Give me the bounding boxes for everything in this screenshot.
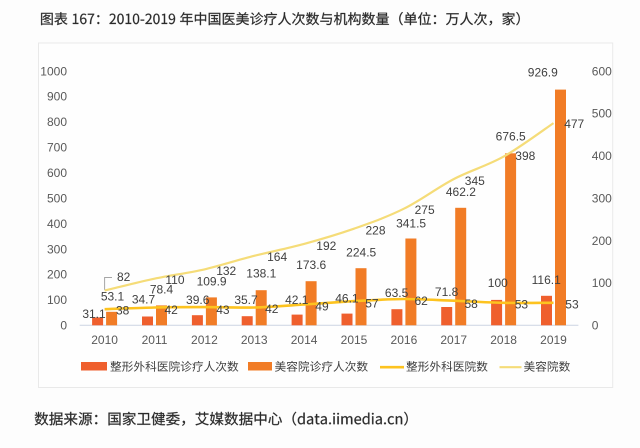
svg-text:462.2: 462.2 <box>446 185 476 199</box>
svg-text:53: 53 <box>565 298 579 312</box>
svg-text:31.1: 31.1 <box>82 307 106 321</box>
svg-text:800: 800 <box>47 115 67 129</box>
svg-text:477: 477 <box>564 117 584 131</box>
svg-text:53.1: 53.1 <box>101 289 125 303</box>
svg-text:500: 500 <box>592 107 612 121</box>
svg-text:109.9: 109.9 <box>197 275 227 289</box>
svg-text:173.6: 173.6 <box>296 258 326 272</box>
svg-text:2016: 2016 <box>391 333 418 347</box>
svg-text:2017: 2017 <box>440 333 467 347</box>
svg-text:132: 132 <box>216 264 236 278</box>
svg-text:200: 200 <box>592 234 612 248</box>
svg-text:2010: 2010 <box>91 333 118 347</box>
svg-text:38: 38 <box>116 303 130 317</box>
svg-text:100: 100 <box>592 276 612 290</box>
svg-text:926.9: 926.9 <box>528 66 558 80</box>
svg-text:300: 300 <box>592 192 612 206</box>
svg-text:400: 400 <box>47 217 67 231</box>
svg-text:224.5: 224.5 <box>346 246 376 260</box>
svg-text:0: 0 <box>60 319 67 333</box>
svg-text:2012: 2012 <box>191 333 218 347</box>
svg-text:42: 42 <box>265 302 279 316</box>
svg-text:600: 600 <box>592 64 612 78</box>
svg-text:116.1: 116.1 <box>532 273 561 287</box>
svg-text:42.1: 42.1 <box>285 293 309 307</box>
svg-text:57: 57 <box>365 296 379 310</box>
svg-text:78.4: 78.4 <box>150 282 174 296</box>
svg-text:43: 43 <box>216 303 230 317</box>
svg-text:100: 100 <box>47 293 67 307</box>
svg-text:35.7: 35.7 <box>234 293 258 307</box>
svg-text:600: 600 <box>47 166 67 180</box>
svg-text:0: 0 <box>592 319 599 333</box>
svg-text:62: 62 <box>415 294 429 308</box>
svg-text:100: 100 <box>488 276 508 290</box>
svg-text:300: 300 <box>47 242 67 256</box>
svg-text:2011: 2011 <box>142 333 168 347</box>
svg-text:2014: 2014 <box>291 333 318 347</box>
svg-text:345: 345 <box>465 174 485 188</box>
svg-text:42: 42 <box>165 303 179 317</box>
svg-text:138.1: 138.1 <box>246 266 276 280</box>
svg-text:58: 58 <box>465 297 479 311</box>
svg-text:228: 228 <box>366 223 386 237</box>
svg-text:398: 398 <box>515 149 535 163</box>
svg-text:39.6: 39.6 <box>186 293 210 307</box>
svg-text:63.5: 63.5 <box>385 286 409 300</box>
svg-text:900: 900 <box>47 90 67 104</box>
svg-text:2019: 2019 <box>540 333 567 347</box>
svg-text:49: 49 <box>315 300 329 314</box>
svg-text:71.8: 71.8 <box>435 285 459 299</box>
svg-text:46.1: 46.1 <box>335 291 359 305</box>
svg-text:400: 400 <box>592 149 612 163</box>
svg-text:275: 275 <box>415 203 435 217</box>
svg-text:2018: 2018 <box>490 333 517 347</box>
svg-text:2015: 2015 <box>341 333 368 347</box>
svg-text:341.5: 341.5 <box>396 217 426 231</box>
svg-text:53: 53 <box>515 298 529 312</box>
svg-text:82: 82 <box>117 270 131 284</box>
svg-text:110: 110 <box>165 273 184 287</box>
svg-text:700: 700 <box>47 141 67 155</box>
svg-text:164: 164 <box>267 250 287 264</box>
svg-text:34.7: 34.7 <box>132 292 156 306</box>
svg-text:2013: 2013 <box>241 333 268 347</box>
svg-text:500: 500 <box>47 192 67 206</box>
svg-text:676.5: 676.5 <box>496 130 526 144</box>
svg-text:192: 192 <box>316 239 336 253</box>
svg-text:200: 200 <box>47 268 67 282</box>
svg-text:1000: 1000 <box>40 64 67 78</box>
